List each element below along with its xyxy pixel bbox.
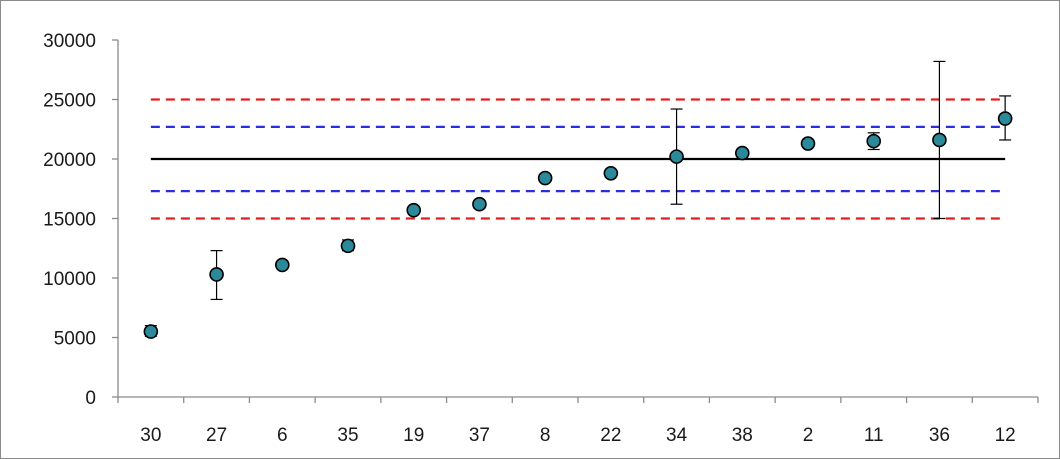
data-point (734, 145, 750, 161)
x-tick-label: 36 (929, 425, 950, 446)
y-tick-label: 15000 (43, 210, 96, 231)
y-tick-label: 30000 (43, 31, 96, 52)
axes (112, 39, 1039, 403)
data-point (866, 133, 882, 149)
x-tick-label: 37 (469, 425, 490, 446)
x-tick-label: 8 (540, 425, 551, 446)
tick-labels: 0 5000 10000 15000 20000 25000 30000 30 27 6 35 19 3… (43, 31, 1016, 446)
data-point (406, 202, 422, 218)
data-point (997, 111, 1013, 126)
data-point (209, 267, 224, 282)
y-tick-label: 20000 (43, 150, 96, 171)
x-tick-label: 6 (277, 425, 288, 446)
x-tick-label: 19 (403, 425, 424, 446)
data-point (932, 132, 947, 148)
error-bars (144, 60, 1012, 337)
x-tick-label: 12 (995, 425, 1016, 446)
data-point (340, 238, 356, 254)
data-point (472, 196, 487, 212)
data-point (143, 324, 159, 339)
data-point (537, 170, 553, 186)
data-point (603, 165, 619, 181)
x-tick-label: 38 (732, 425, 753, 446)
x-tick-label: 34 (666, 425, 688, 446)
y-tick-label: 10000 (43, 269, 96, 290)
reference-lines (150, 98, 1006, 220)
y-tick-label: 25000 (43, 91, 96, 112)
x-tick-label: 2 (803, 425, 814, 446)
data-point (669, 149, 684, 164)
x-tick-label: 22 (600, 425, 621, 446)
y-tick-label: 0 (85, 388, 96, 409)
x-tick-label: 30 (140, 425, 161, 446)
x-tick-label: 11 (864, 425, 884, 446)
data-points (143, 111, 1013, 339)
x-tick-label: 35 (337, 425, 358, 446)
y-tick-label: 5000 (54, 329, 96, 350)
data-point (274, 257, 290, 273)
data-point (800, 136, 816, 151)
x-tick-label: 27 (206, 425, 227, 446)
